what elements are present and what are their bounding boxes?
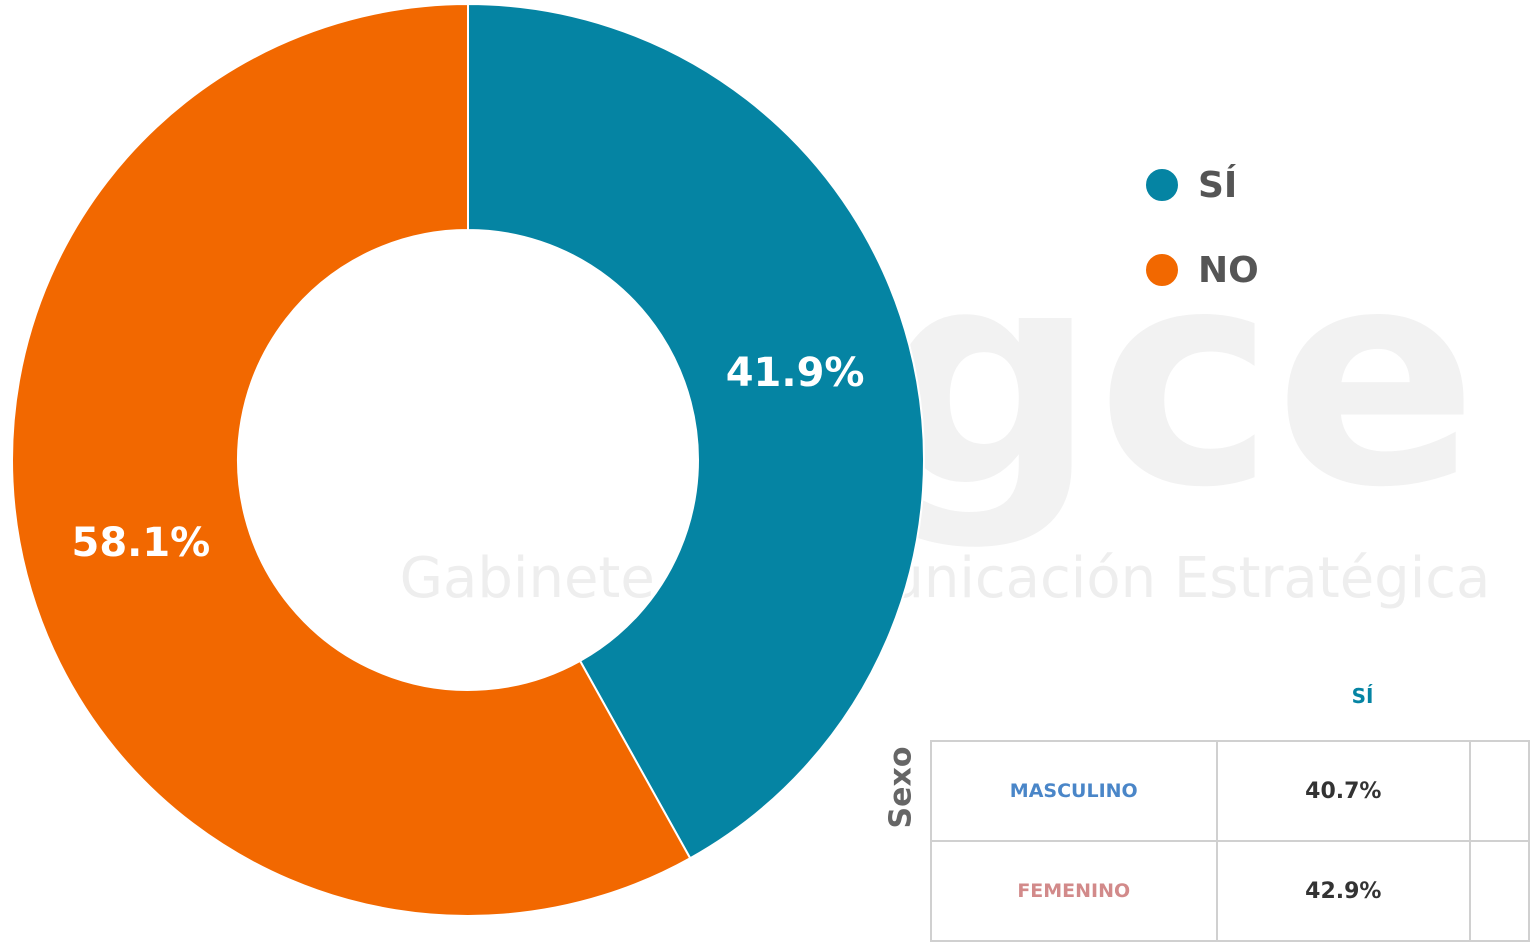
- legend-swatch: [1144, 252, 1180, 288]
- table-row: FEMENINO 42.9%: [930, 840, 1530, 942]
- watermark-logo: gce: [882, 204, 1478, 553]
- data-label: 41.9%: [726, 350, 865, 396]
- data-label: 58.1%: [71, 520, 210, 566]
- table-header: SÍ: [1351, 684, 1374, 708]
- table-row: MASCULINO 40.7%: [930, 740, 1530, 842]
- legend-swatch: [1144, 167, 1180, 203]
- chart: gce Gabinete de Comunicación Estratégica…: [11, 2, 1491, 917]
- cell: 42.9%: [1215, 840, 1472, 942]
- cell: [1469, 740, 1530, 842]
- table: MASCULINO 40.7% FEMENINO 42.9%: [930, 740, 1530, 942]
- cell: 40.7%: [1215, 740, 1472, 842]
- row-label: MASCULINO: [930, 740, 1218, 842]
- row-label: FEMENINO: [930, 840, 1218, 942]
- watermark-text: Gabinete de Comunicación Estratégica: [400, 546, 1491, 611]
- cell: [1469, 840, 1530, 942]
- donut-slice: [11, 2, 692, 917]
- legend-label: NO: [1198, 250, 1259, 291]
- page: gce Gabinete de Comunicación Estratégica…: [11, 2, 1530, 942]
- group-label: Sexo: [883, 746, 919, 829]
- donut-slice: [467, 2, 925, 860]
- legend-label: SÍ: [1198, 164, 1237, 206]
